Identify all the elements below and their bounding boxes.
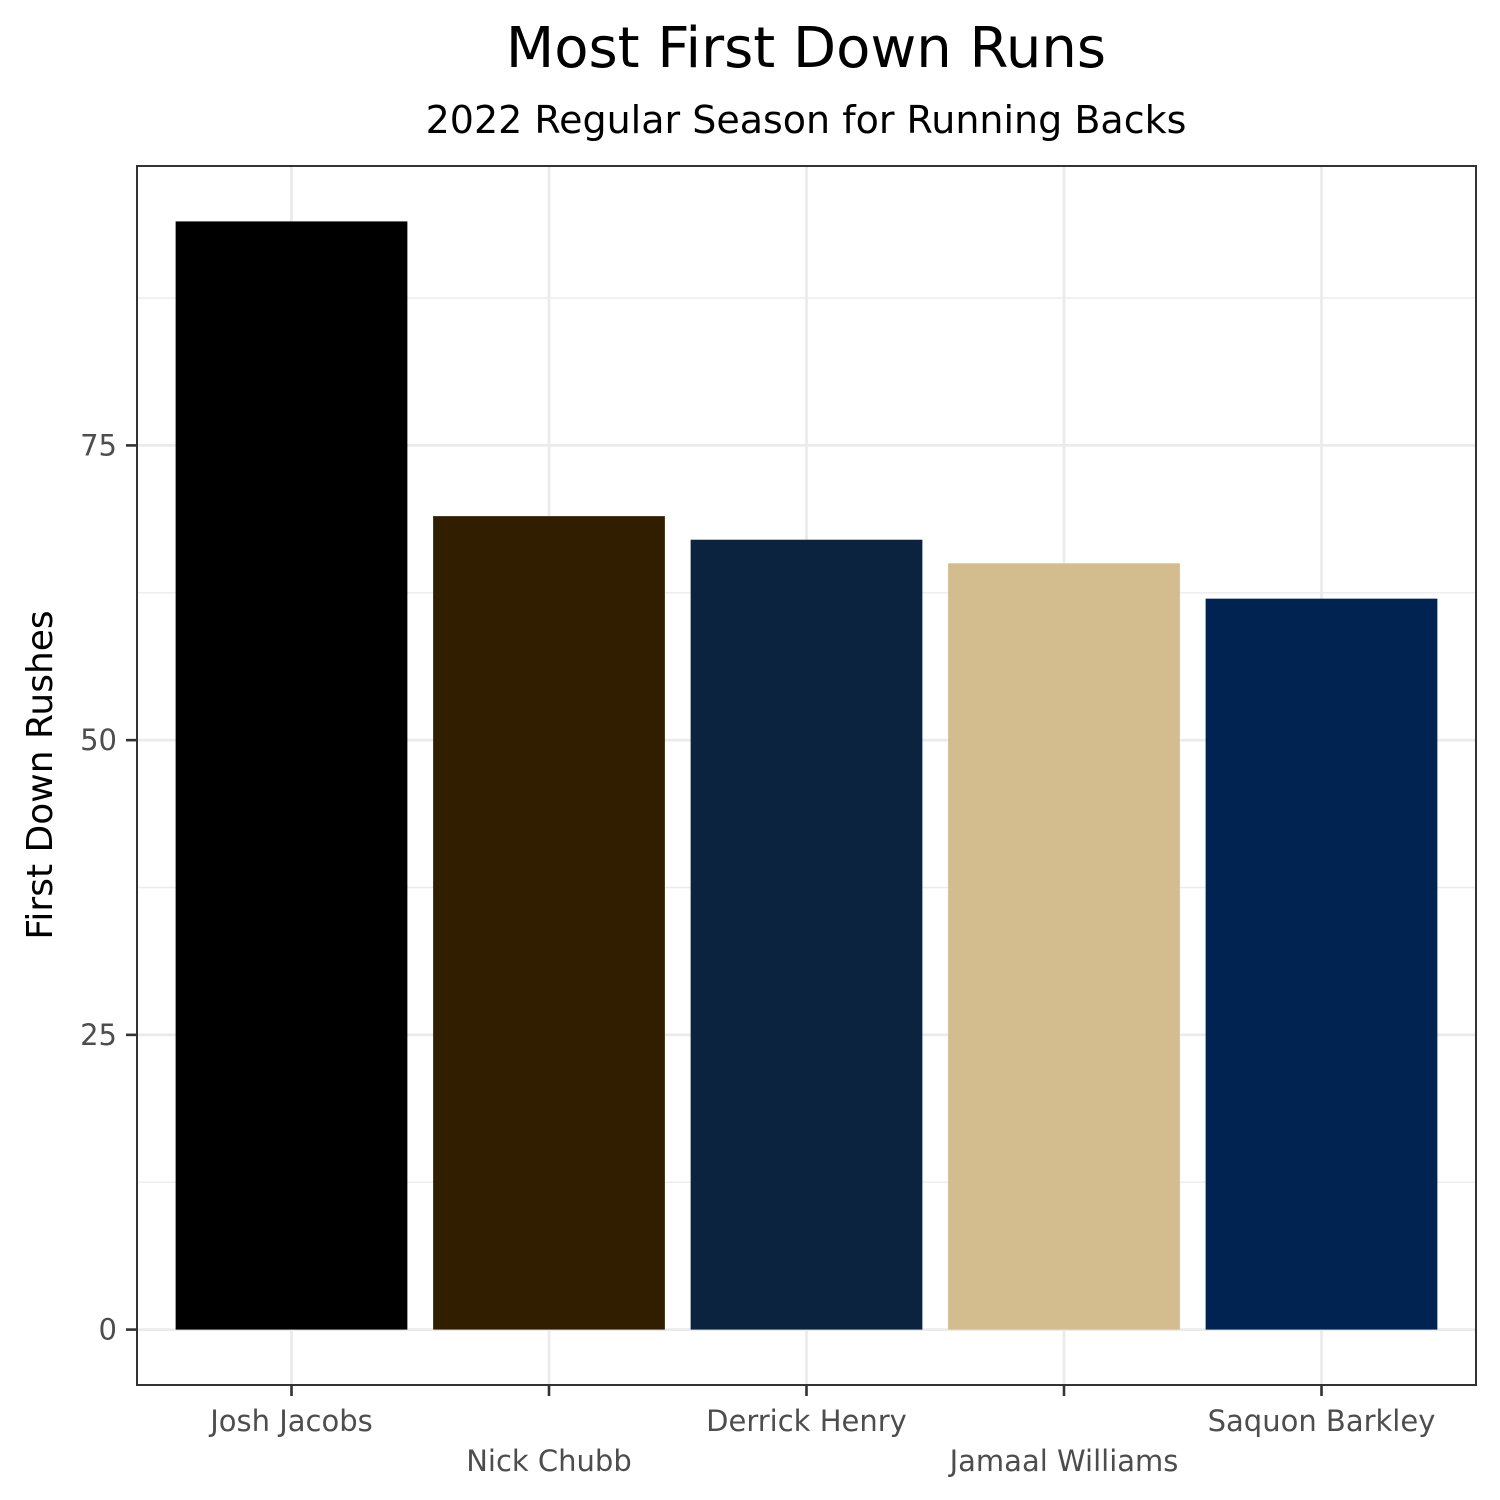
y-tick-label: 25 [80, 1018, 117, 1052]
y-tick-label: 75 [80, 428, 117, 462]
y-axis-title: First Down Rushes [20, 610, 61, 939]
bar-derrick-henry [690, 539, 923, 1330]
bar-nick-chubb [433, 516, 665, 1330]
x-tick-label: Derrick Henry [706, 1404, 907, 1438]
chart-title: Most First Down Runs [506, 16, 1106, 81]
x-tick-label: Saquon Barkley [1208, 1404, 1436, 1438]
x-tick-label: Nick Chubb [466, 1444, 632, 1478]
y-axis: 0 25 50 75 [80, 428, 137, 1347]
bar-saquon-barkley [1205, 598, 1438, 1330]
chart-subtitle: 2022 Regular Season for Running Backs [426, 98, 1187, 142]
bar-jamaal-williams [948, 563, 1180, 1330]
x-tick-label: Josh Jacobs [208, 1404, 373, 1438]
bars [175, 221, 1438, 1330]
y-tick-label: 50 [80, 723, 117, 757]
x-tick-label: Jamaal Williams [948, 1444, 1179, 1478]
y-tick-label: 0 [99, 1313, 117, 1347]
bar-josh-jacobs [175, 221, 408, 1330]
x-axis: Josh Jacobs Nick Chubb Derrick Henry Jamaal… [208, 1385, 1435, 1478]
